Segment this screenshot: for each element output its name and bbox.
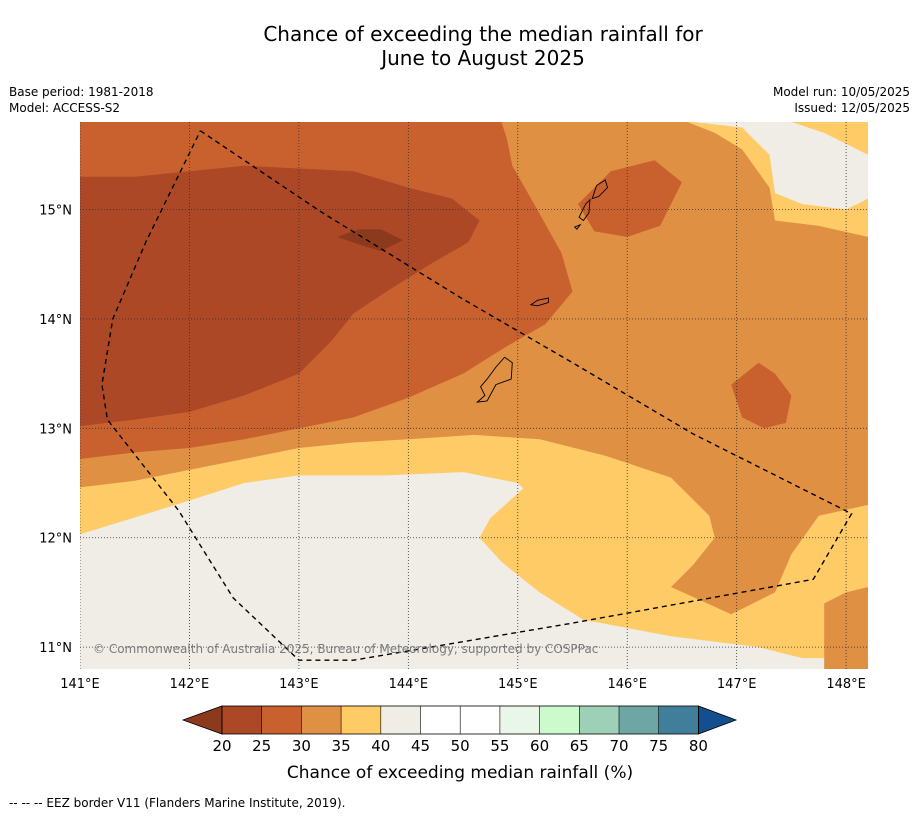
x-tick-label: 146°E [607, 677, 647, 692]
x-tick-label: 145°E [498, 677, 538, 692]
contour-25-30 [578, 160, 682, 237]
colorbar-tick-label: 45 [411, 737, 430, 755]
colorbar-tick-label: 50 [451, 737, 470, 755]
colorbar-label: Chance of exceeding median rainfall (%) [287, 763, 633, 783]
colorbar-segment [261, 706, 302, 734]
colorbar-segment [579, 706, 619, 734]
colorbar-over-arrow [698, 705, 738, 735]
island-tinian [578, 198, 591, 222]
colorbar-tick-label: 80 [689, 737, 708, 755]
island-guam [475, 356, 513, 403]
y-tick-label: 14°N [39, 313, 72, 328]
rainfall-map: © Commonwealth of Australia 2025, Bureau… [39, 122, 868, 783]
meta-left: Base period: 1981-2018 Model: ACCESS-S2 [9, 84, 154, 116]
contour-layer [80, 122, 868, 669]
colorbar-segment [460, 706, 500, 734]
contour-30-35 [824, 587, 868, 669]
y-tick-label: 11°N [39, 641, 72, 656]
copyright-text: © Commonwealth of Australia 2025, Bureau… [93, 642, 598, 656]
colorbar-segment [539, 706, 580, 734]
colorbar-segment [380, 706, 421, 734]
contour-40-45 [692, 122, 868, 210]
colorbar-tick-label: 30 [292, 737, 311, 755]
colorbar-segment [619, 706, 659, 734]
colorbar-segment [222, 706, 262, 734]
eez-border [101, 130, 853, 661]
colorbar: 20 25 30 35 40 45 50 55 60 65 70 75 80 [181, 705, 738, 755]
island-saipan [591, 179, 609, 200]
base-period-text: Base period: 1981-2018 [9, 85, 154, 99]
colorbar-tick-label: 35 [332, 737, 351, 755]
colorbar-tick-label: 75 [649, 737, 668, 755]
colorbar-segment [341, 706, 381, 734]
footer-note: -- -- -- EEZ border V11 (Flanders Marine… [9, 796, 346, 810]
island-layer [475, 179, 609, 403]
model-text: Model: ACCESS-S2 [9, 101, 121, 115]
colorbar-under-arrow [181, 705, 223, 735]
y-tick-label: 15°N [39, 204, 72, 219]
contour-40-45 [80, 472, 868, 669]
island-rota [529, 297, 549, 307]
x-tick-label: 141°E [60, 677, 100, 692]
issued-text: Issued: 12/05/2025 [794, 101, 910, 115]
colorbar-segment [499, 706, 540, 734]
meta-right: Model run: 10/05/2025 Issued: 12/05/2025 [773, 84, 910, 116]
contour-25-30 [731, 362, 792, 429]
model-run-text: Model run: 10/05/2025 [772, 85, 910, 99]
colorbar-segment [301, 706, 342, 734]
contour-below-20 [337, 229, 403, 252]
y-tick-labels: 11°N 12°N 13°N 14°N 15°N [39, 204, 72, 657]
chart-title-line2: June to August 2025 [381, 46, 585, 70]
grid-layer [80, 122, 868, 669]
colorbar-tick-label: 25 [252, 737, 271, 755]
x-tick-label: 143°E [279, 677, 319, 692]
x-tick-label: 147°E [717, 677, 757, 692]
x-tick-labels: 141°E 142°E 143°E 144°E 145°E 146°E 147°E 148°E [60, 677, 866, 692]
chart-title: Chance of exceeding the median rainfall … [0, 22, 919, 70]
colorbar-tick-label: 65 [570, 737, 589, 755]
colorbar-tick-label: 60 [530, 737, 549, 755]
colorbar-tick-label: 55 [490, 737, 509, 755]
eez-layer [101, 130, 853, 661]
y-tick-label: 13°N [39, 422, 72, 437]
x-tick-label: 142°E [170, 677, 210, 692]
colorbar-tick-label: 70 [609, 737, 628, 755]
colorbar-segment [658, 706, 699, 734]
colorbar-segment [420, 706, 461, 734]
island-aguijan [573, 223, 582, 230]
y-tick-label: 12°N [39, 532, 72, 547]
colorbar-tick-label: 40 [371, 737, 390, 755]
colorbar-tick-label: 20 [212, 737, 231, 755]
x-tick-label: 144°E [389, 677, 429, 692]
chart-title-line1: Chance of exceeding the median rainfall … [263, 22, 703, 46]
x-tick-label: 148°E [826, 677, 866, 692]
